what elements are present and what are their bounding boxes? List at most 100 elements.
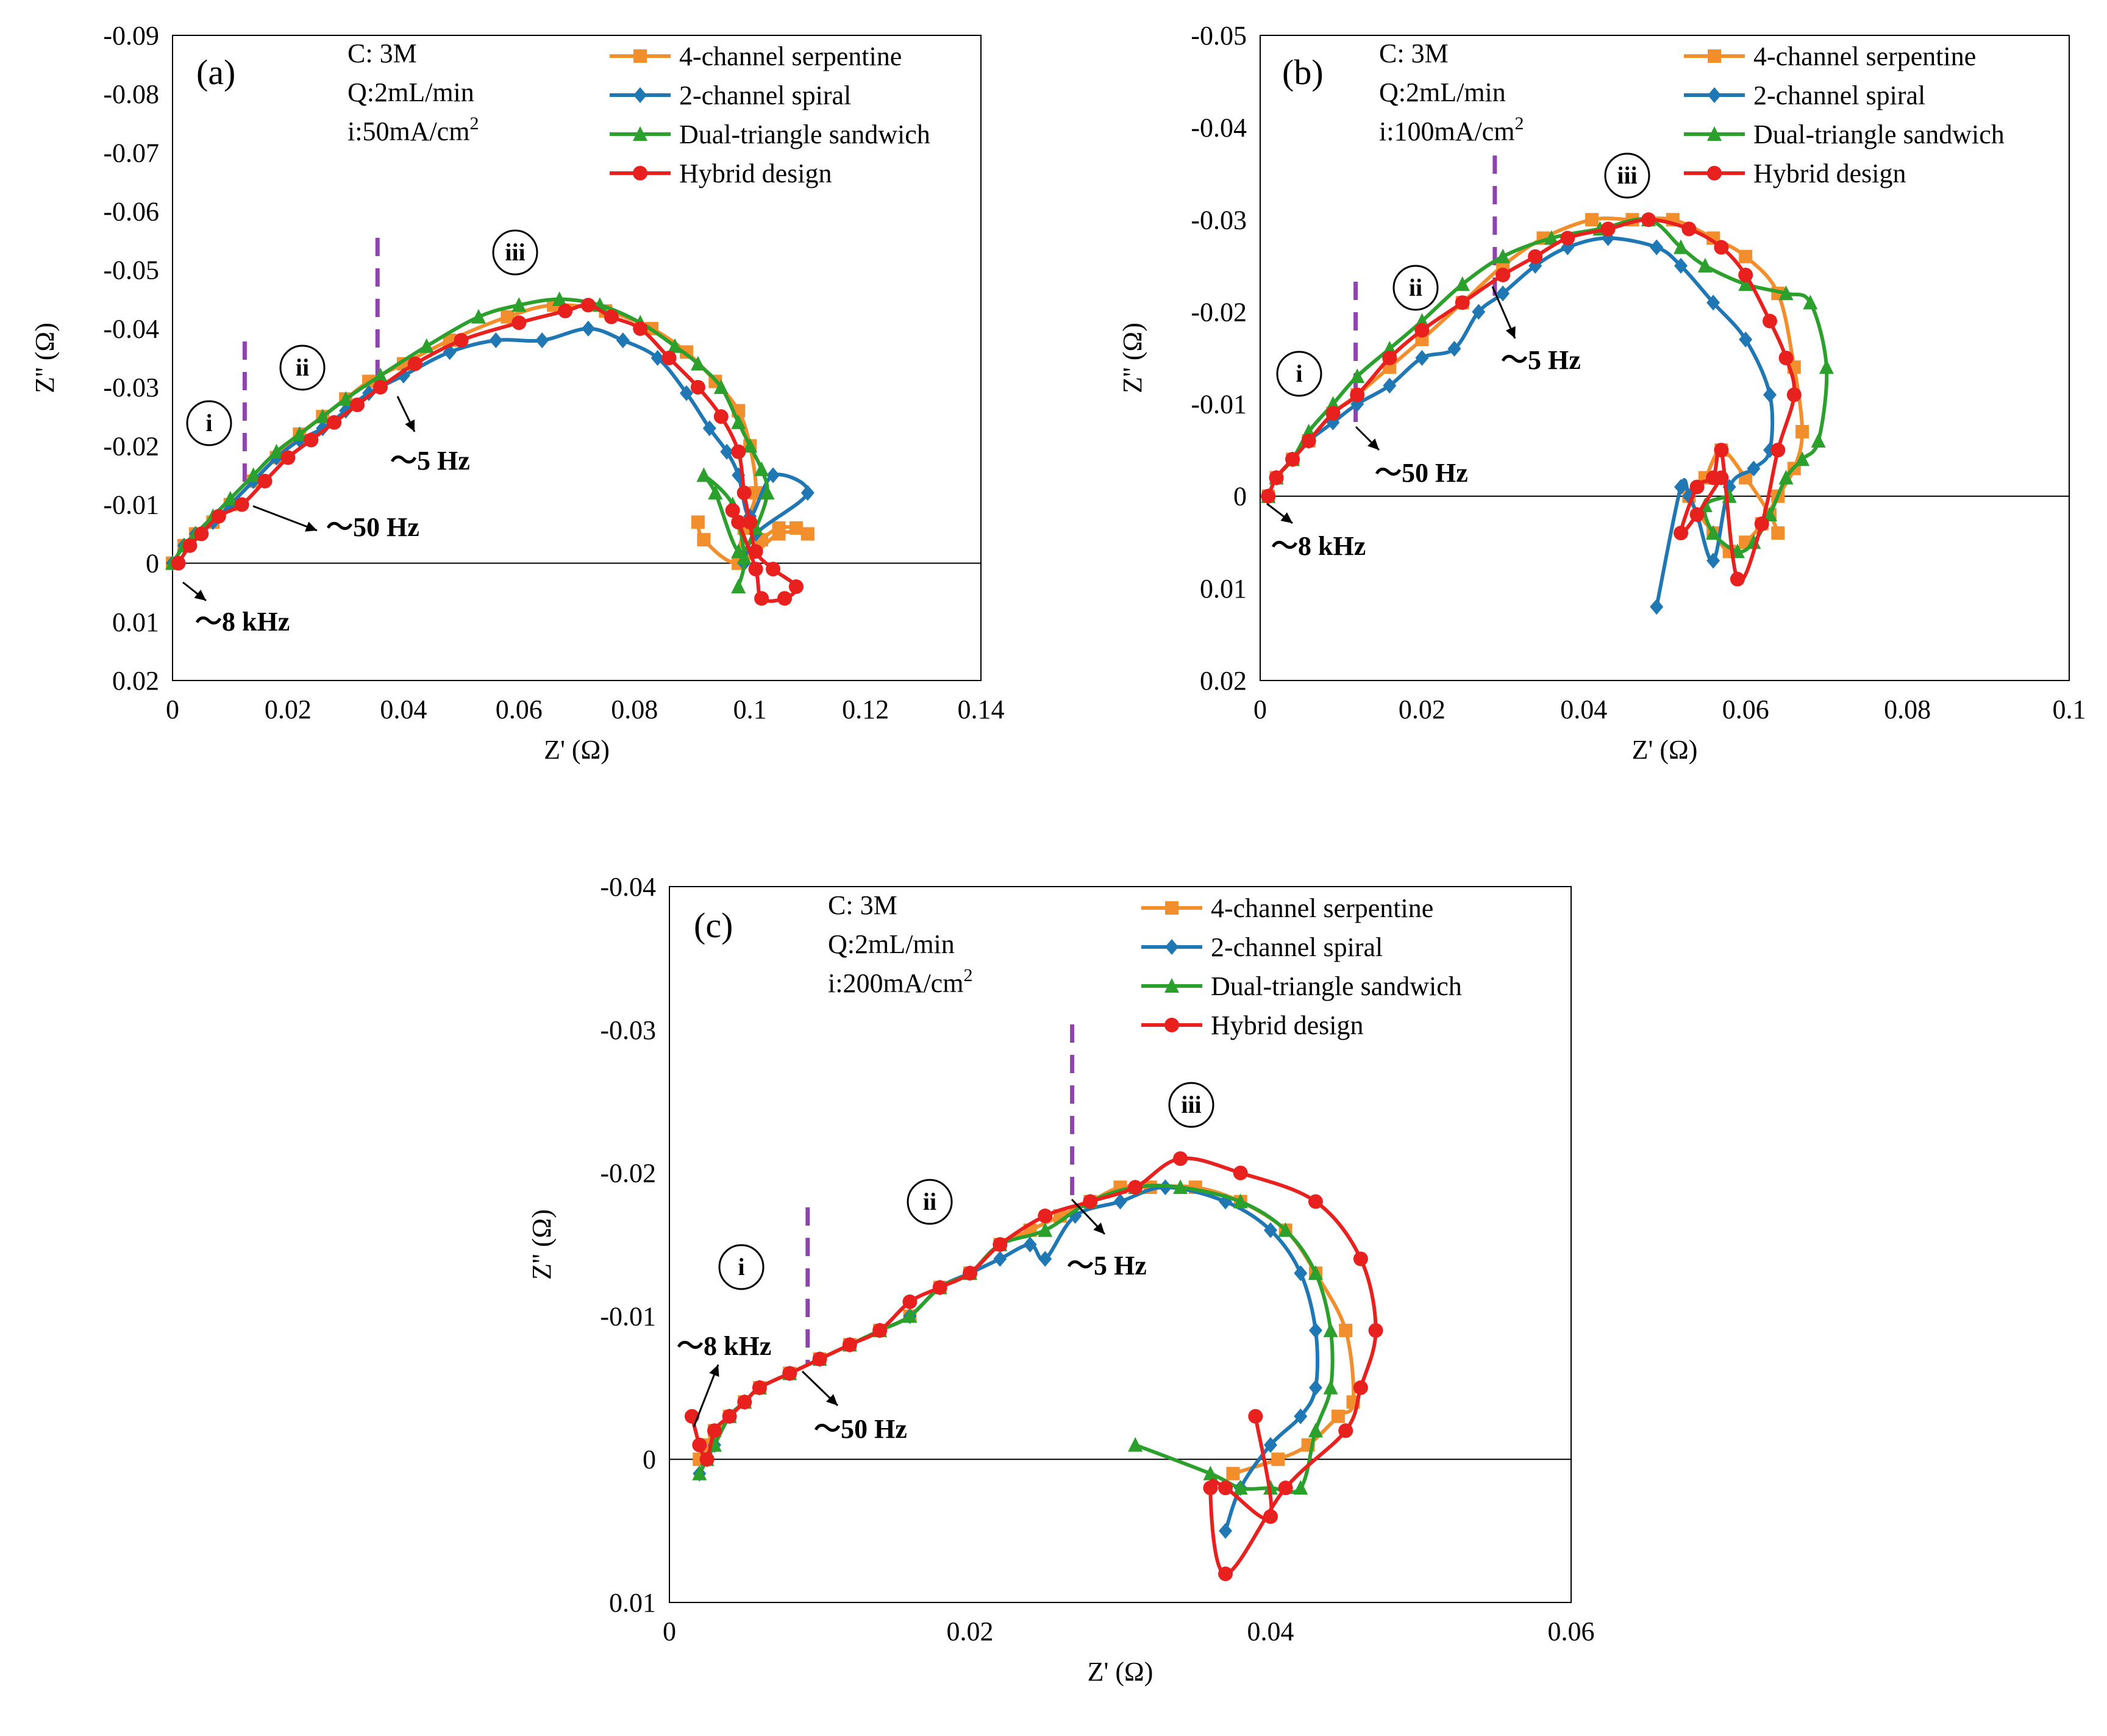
legend-label: 4-channel serpentine (1211, 893, 1433, 923)
region-label-circle (907, 1179, 953, 1225)
data-point (1278, 1481, 1293, 1496)
data-point (1331, 1409, 1345, 1423)
region-label-circle (718, 1244, 765, 1290)
y-tick-label: 0.01 (1200, 574, 1247, 604)
data-point (1447, 340, 1461, 357)
data-point (315, 409, 330, 424)
x-tick-label: 0.04 (1247, 1616, 1294, 1646)
x-tick-label: 0.08 (611, 695, 658, 724)
panel-label: (b) (1282, 52, 1324, 92)
x-tick-label: 0.08 (1884, 695, 1931, 724)
data-point (1293, 1480, 1308, 1495)
legend-marker (1708, 87, 1721, 103)
data-point (535, 332, 549, 349)
data-point (1308, 1265, 1323, 1280)
legend-entry: Hybrid design (1684, 159, 1906, 188)
y-tick-label: -0.04 (103, 314, 159, 344)
y-tick-label: 0 (643, 1445, 656, 1474)
data-point (223, 490, 238, 505)
legend-label: 2-channel spiral (679, 80, 851, 110)
data-point (1173, 1151, 1188, 1166)
y-tick-label: -0.02 (600, 1159, 656, 1188)
legend-marker (1165, 901, 1178, 915)
data-point (211, 509, 226, 524)
data-point (1706, 525, 1721, 540)
legend-marker (633, 126, 647, 141)
data-point (692, 1465, 707, 1481)
legend-entry: 4-channel serpentine (1684, 41, 1976, 71)
x-tick-label: 0 (1253, 695, 1267, 724)
data-point (1294, 1265, 1308, 1281)
y-tick-label: -0.03 (103, 373, 159, 402)
x-axis-title: Z' (Ω) (1632, 735, 1698, 765)
y-tick-label: 0.02 (1200, 666, 1247, 696)
legend-marker (1165, 939, 1178, 955)
data-point (1778, 470, 1794, 485)
chart-panel: 0 0.02 0.04 0.06 0.08 0.1 0.12 0.14-0.09-0.08-0… (30, 21, 1005, 765)
data-point (1325, 405, 1341, 421)
data-point (1496, 285, 1510, 302)
data-point (1308, 1194, 1323, 1209)
data-point (1770, 443, 1786, 458)
data-point (1269, 470, 1284, 485)
data-point (692, 1437, 707, 1452)
data-point (993, 1237, 1008, 1252)
data-point (842, 1337, 857, 1352)
legend-label: Hybrid design (1211, 1010, 1364, 1040)
region-label-circle (1168, 1082, 1214, 1128)
data-point (1261, 488, 1276, 504)
data-point (661, 351, 677, 365)
data-point (1368, 1323, 1383, 1338)
data-point (963, 1265, 977, 1281)
data-point (419, 338, 434, 353)
data-point (731, 515, 746, 530)
data-point (1747, 460, 1761, 477)
data-point (1233, 1165, 1248, 1181)
data-point (1763, 506, 1778, 521)
data-point (788, 579, 804, 595)
data-point (1738, 276, 1753, 291)
data-point (731, 414, 746, 429)
legend-label: Hybrid design (1753, 159, 1906, 188)
data-point (1544, 230, 1559, 245)
data-point (707, 1423, 722, 1438)
data-point (731, 579, 746, 594)
region-label: iii (1181, 1091, 1201, 1118)
series-group (171, 298, 804, 606)
data-point (1285, 452, 1300, 467)
legend-entry: 2-channel spiral (1141, 932, 1383, 962)
data-point (304, 432, 319, 448)
y-tick-label: -0.02 (103, 431, 159, 461)
x-tick-label: 0.02 (265, 695, 312, 724)
data-point (1819, 359, 1834, 374)
region-label: i (1296, 360, 1302, 387)
x-tick-label: 0.14 (958, 695, 1005, 724)
data-point (800, 485, 815, 501)
data-point (501, 310, 515, 324)
y-tick-label: -0.02 (1191, 297, 1247, 327)
legend-label: Dual-triangle sandwich (679, 120, 930, 149)
data-point (552, 291, 567, 306)
data-point (697, 533, 711, 547)
data-point (1738, 267, 1753, 282)
data-point (902, 1308, 918, 1323)
data-point (292, 426, 307, 441)
frequency-arrowhead (305, 521, 317, 532)
data-point (736, 549, 752, 565)
data-point (1248, 1409, 1263, 1424)
frequency-annotation: ～5 Hz (1501, 345, 1581, 375)
data-point (558, 304, 573, 319)
data-point (512, 297, 527, 312)
data-point (1308, 1379, 1322, 1396)
data-point (1128, 1180, 1143, 1195)
legend-entry: Hybrid design (610, 159, 832, 188)
data-point (1301, 434, 1316, 449)
y-tick-label: 0.02 (112, 666, 159, 696)
frequency-annotation: ～50 Hz (1375, 458, 1468, 488)
data-point (1689, 479, 1705, 495)
data-point (1219, 1523, 1233, 1539)
data-point (1323, 1379, 1338, 1395)
data-point (1264, 1437, 1277, 1453)
x-tick-label: 0.06 (1722, 695, 1769, 724)
data-point (1350, 387, 1365, 402)
